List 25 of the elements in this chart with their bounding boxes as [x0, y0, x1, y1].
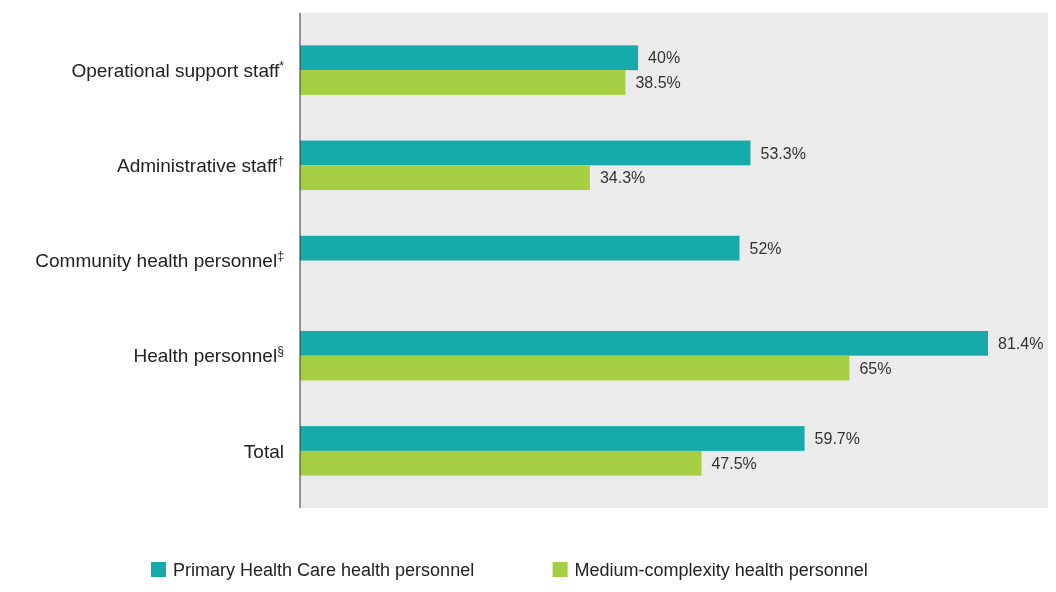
data-label: 52% — [749, 239, 782, 257]
data-label: 34.3% — [599, 169, 646, 187]
y-tick-label: Total — [243, 440, 284, 462]
data-label: 47.5% — [711, 454, 757, 472]
data-label: 81.4% — [998, 334, 1044, 352]
bar — [300, 450, 702, 476]
y-tick-label: Health personnel$^{§}$ — [133, 344, 285, 367]
bar — [300, 70, 626, 95]
bar — [300, 330, 988, 356]
data-label: 38.5% — [635, 74, 681, 92]
y-tick-label: Community health personnel$^{‡}$ — [35, 249, 285, 272]
bar — [300, 165, 590, 191]
data-label: 40% — [648, 49, 681, 67]
legend-label: Primary Health Care health personnel — [173, 559, 475, 580]
bar — [300, 426, 805, 451]
bar — [300, 45, 639, 71]
bar — [300, 140, 751, 166]
bar — [300, 235, 740, 261]
y-tick-label: Operational support staff$^{*}$ — [71, 58, 285, 81]
data-label: 53.3% — [760, 144, 806, 162]
legend-label: Medium-complexity health personnel — [574, 559, 868, 580]
data-label: 65% — [859, 359, 892, 377]
y-tick-label: Administrative staff$^{†}$ — [116, 153, 285, 176]
bar — [300, 355, 850, 381]
data-label: 59.7% — [814, 430, 860, 448]
